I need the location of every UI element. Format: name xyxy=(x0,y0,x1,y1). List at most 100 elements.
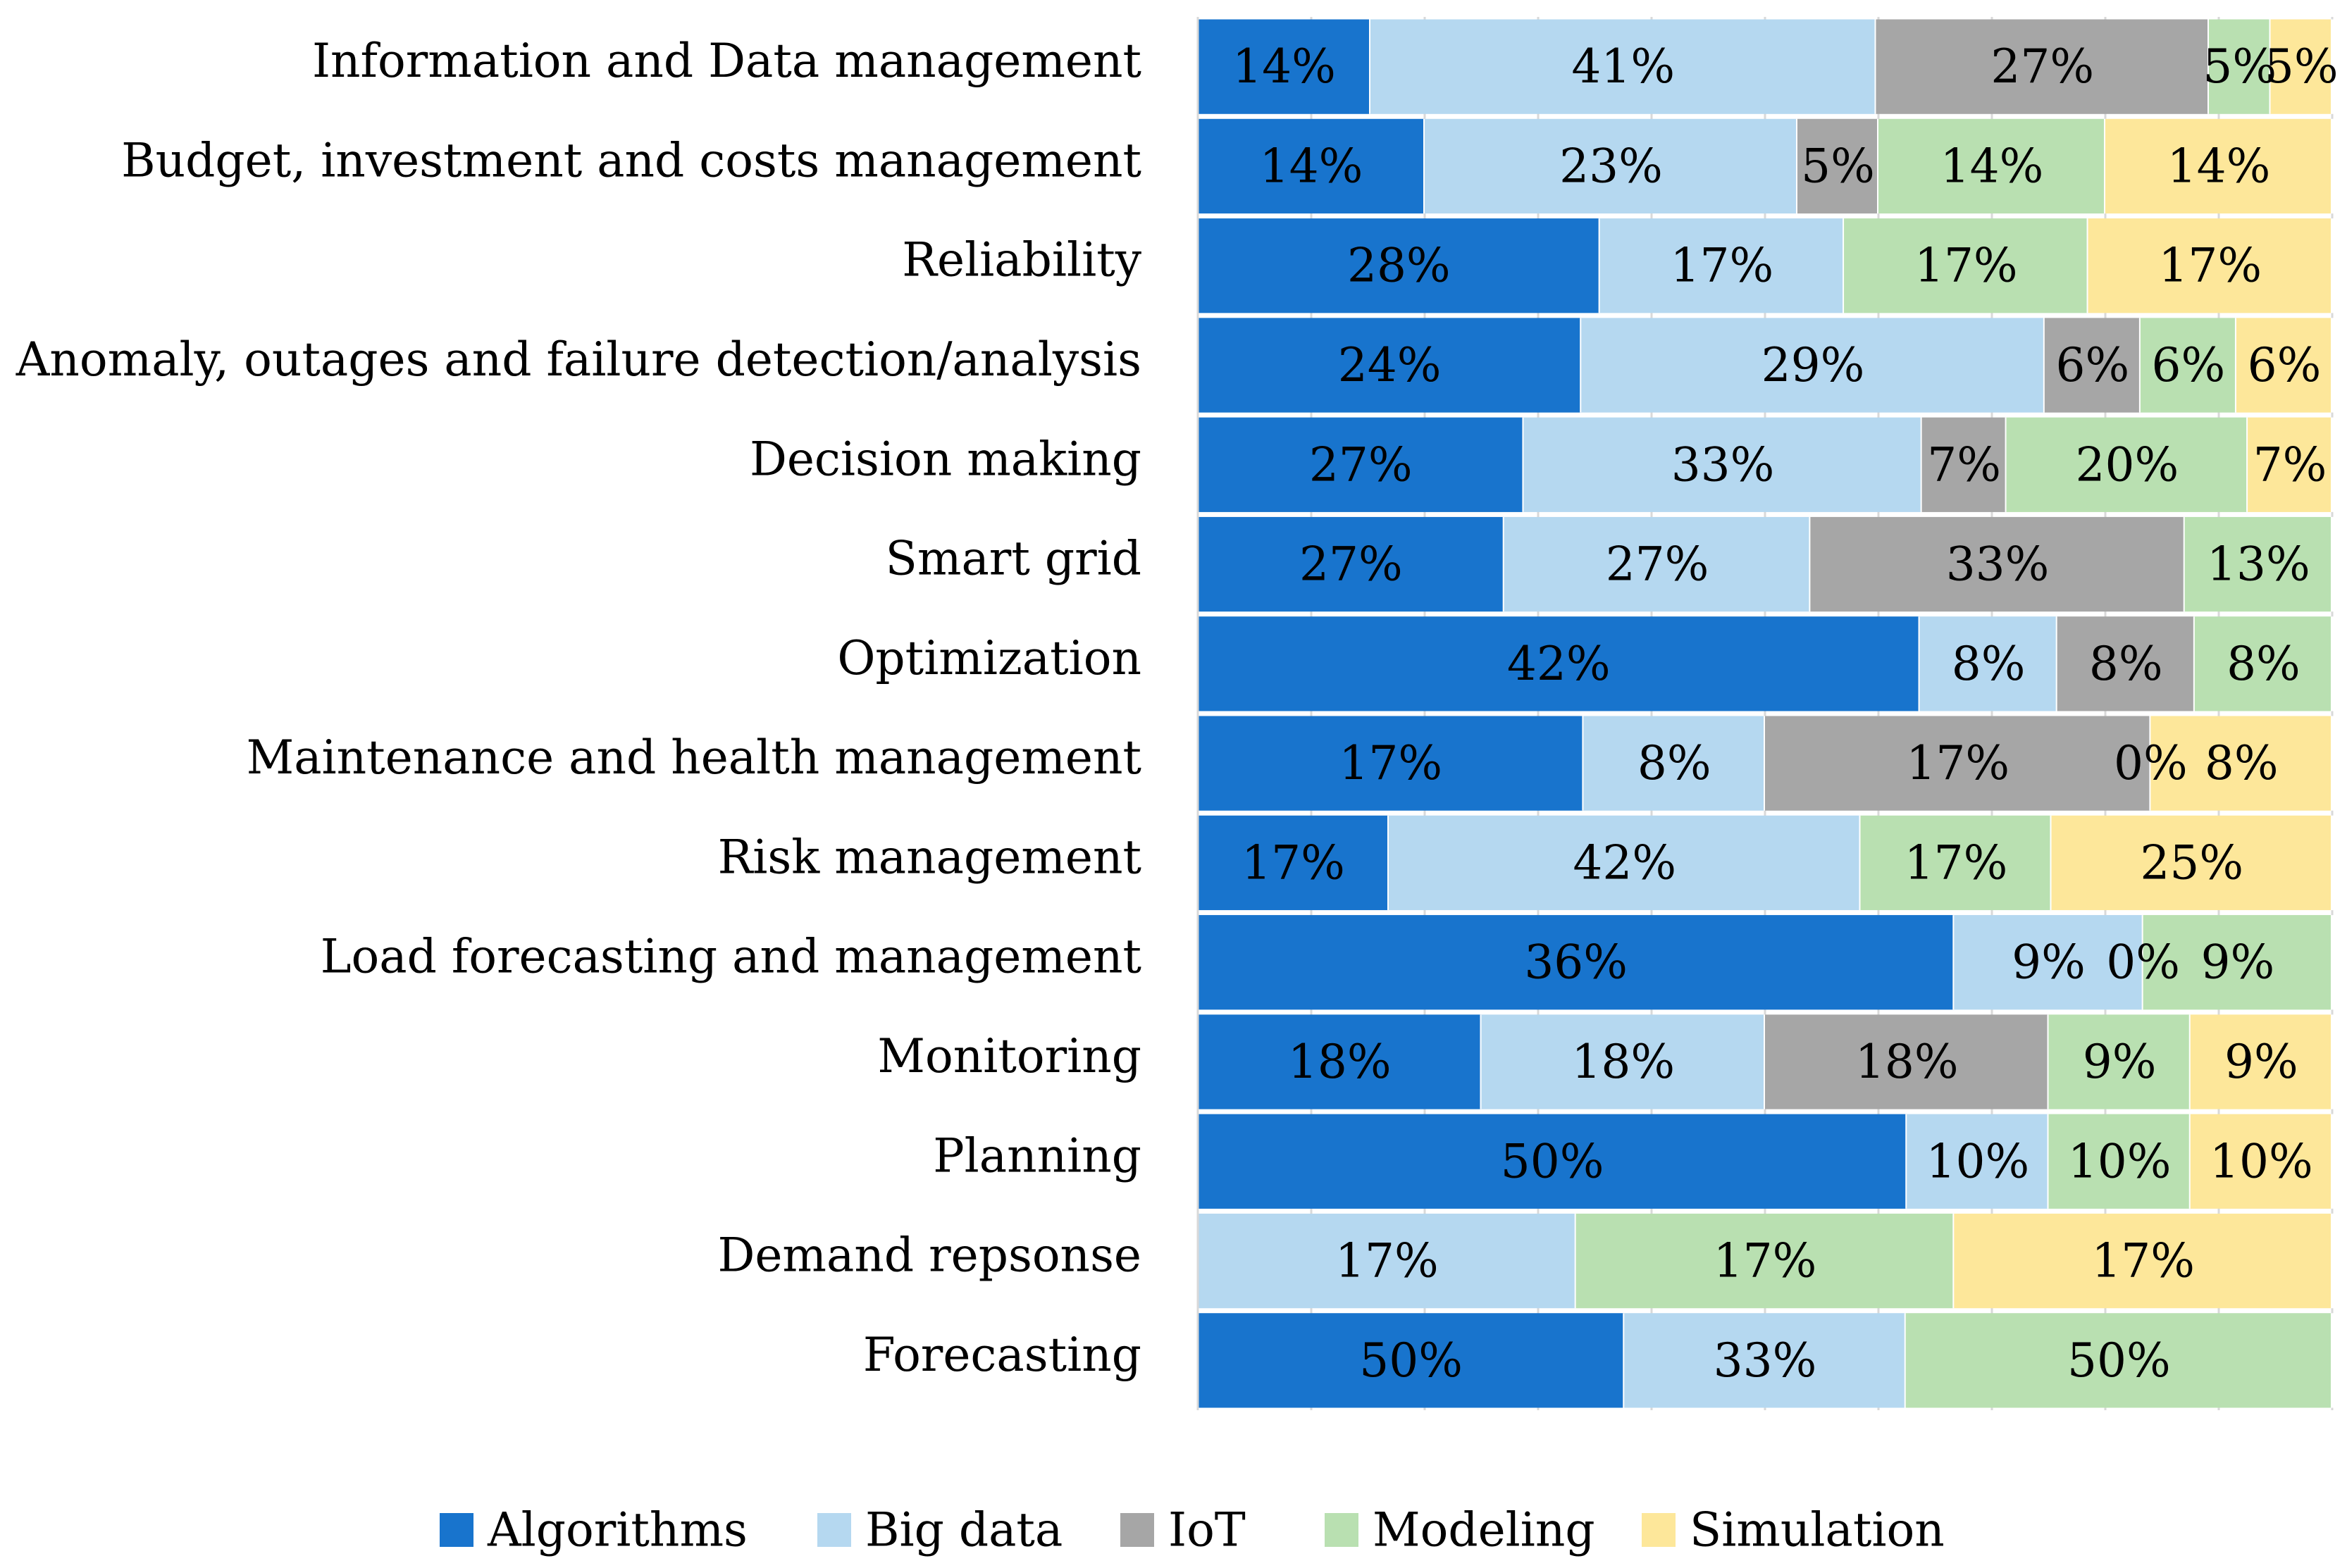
data-label: 9% xyxy=(2200,935,2274,990)
data-label: 5% xyxy=(2265,39,2339,94)
data-label: 17% xyxy=(1671,239,1774,293)
category-label: Forecasting xyxy=(863,1328,1141,1382)
bar-modeling-optimization xyxy=(2194,616,2332,711)
data-label: 33% xyxy=(1714,1333,1817,1388)
bar-simulation-maintenance-and-health-management xyxy=(2150,716,2332,811)
legend-label: Simulation xyxy=(1690,1503,1945,1557)
legend: Algorithms Big data IoT Modeling Simulation xyxy=(440,1503,1945,1557)
data-label: 5% xyxy=(1801,139,1875,193)
data-label: 6% xyxy=(2248,338,2322,392)
data-label: 9% xyxy=(2224,1035,2298,1089)
legend-item-iot: IoT xyxy=(1120,1503,1246,1557)
bar-iot-anomaly-outages-and-failure-detection-analysis xyxy=(2044,318,2141,413)
data-label: 14% xyxy=(1232,39,1336,94)
bar-big-data-maintenance-and-health-management xyxy=(1583,716,1765,811)
bar-algorithms-risk-management xyxy=(1198,815,1389,911)
legend-label: Big data xyxy=(865,1503,1063,1557)
bar-modeling-demand-repsonse xyxy=(1575,1213,1955,1309)
bar-algorithms-information-and-data-management xyxy=(1198,19,1370,114)
bar-algorithms-budget-investment-and-costs-management xyxy=(1198,118,1425,214)
bar-algorithms-maintenance-and-health-management xyxy=(1198,716,1584,811)
data-label: 10% xyxy=(2068,1134,2172,1188)
data-label: 50% xyxy=(1359,1333,1463,1388)
bar-simulation-demand-repsonse xyxy=(1954,1213,2332,1309)
category-label: Smart grid xyxy=(886,532,1141,586)
data-label: 27% xyxy=(1309,437,1413,492)
bar-simulation-decision-making xyxy=(2248,417,2332,512)
data-label: 17% xyxy=(1914,239,2018,293)
bar-big-data-budget-investment-and-costs-management xyxy=(1425,118,1797,214)
data-label: 6% xyxy=(2055,338,2129,392)
data-label: 28% xyxy=(1347,239,1451,293)
category-label: Reliability xyxy=(902,233,1141,287)
data-label: 17% xyxy=(1241,835,1345,890)
legend-swatch xyxy=(1642,1513,1676,1547)
data-label: 8% xyxy=(2205,736,2279,790)
data-label: 7% xyxy=(1927,437,2001,492)
legend-swatch xyxy=(817,1513,851,1547)
data-label: 0% xyxy=(2106,935,2180,990)
legend-swatch xyxy=(440,1513,473,1547)
category-label: Anomaly, outages and failure detection/a… xyxy=(16,332,1141,387)
legend-label: Algorithms xyxy=(487,1503,748,1557)
data-label: 50% xyxy=(1501,1134,1604,1188)
bar-modeling-smart-grid xyxy=(2184,516,2332,612)
data-label: 8% xyxy=(1637,736,1711,790)
bar-algorithms-anomaly-outages-and-failure-detection-analysis xyxy=(1198,318,1582,413)
bar-algorithms-monitoring xyxy=(1198,1014,1482,1109)
data-label: 17% xyxy=(1339,736,1442,790)
bar-iot-decision-making xyxy=(1921,417,2007,512)
bar-big-data-reliability xyxy=(1599,218,1845,313)
data-label: 8% xyxy=(1952,637,2026,691)
data-label: 9% xyxy=(2012,935,2086,990)
data-labels: 14% 41% 27% 5%5%14% 23% 5% 14% 14%28% 17% 17% 17%2… xyxy=(1232,39,2338,1388)
category-label: Load forecasting and management xyxy=(321,930,1141,984)
bar-algorithms-reliability xyxy=(1198,218,1600,313)
data-label: 14% xyxy=(1940,139,2044,193)
data-label: 8% xyxy=(2227,637,2300,691)
bar-simulation-anomaly-outages-and-failure-detection-analysis xyxy=(2236,318,2332,413)
data-label: 8% xyxy=(2089,637,2163,691)
bar-big-data-information-and-data-management xyxy=(1370,19,1876,114)
data-label: 25% xyxy=(2140,835,2243,890)
category-label: Information and Data management xyxy=(312,34,1141,88)
bar-iot-smart-grid xyxy=(1810,516,2185,612)
data-label: 17% xyxy=(1906,736,2009,790)
data-label: 17% xyxy=(2091,1234,2195,1288)
data-label: 18% xyxy=(1571,1035,1675,1089)
data-label: 33% xyxy=(1671,437,1775,492)
bars xyxy=(1196,17,2334,1410)
bar-big-data-planning xyxy=(1907,1114,2049,1209)
legend-item-simulation: Simulation xyxy=(1642,1503,1945,1557)
bar-big-data-decision-making xyxy=(1523,417,1922,512)
bar-simulation-reliability xyxy=(2088,218,2332,313)
data-label: 36% xyxy=(1524,935,1628,990)
category-label: Planning xyxy=(933,1128,1141,1183)
bar-modeling-load-forecasting-and-management xyxy=(2143,915,2332,1010)
bar-algorithms-planning xyxy=(1198,1114,1907,1209)
bar-big-data-monitoring xyxy=(1481,1014,1765,1109)
data-label: 6% xyxy=(2152,338,2226,392)
data-label: 17% xyxy=(1905,835,2008,890)
data-label: 7% xyxy=(2253,437,2327,492)
category-label: Decision making xyxy=(750,432,1141,486)
data-label: 24% xyxy=(1338,338,1442,392)
data-label: 23% xyxy=(1559,139,1663,193)
bar-modeling-risk-management xyxy=(1860,815,2052,911)
bar-big-data-smart-grid xyxy=(1504,516,1811,612)
category-label: Risk management xyxy=(718,830,1141,884)
data-label: 5% xyxy=(2203,39,2277,94)
bar-big-data-forecasting xyxy=(1624,1313,1906,1408)
data-label: 18% xyxy=(1288,1035,1392,1089)
legend-label: IoT xyxy=(1168,1503,1246,1557)
bar-iot-maintenance-and-health-management xyxy=(1765,716,2151,811)
bar-modeling-decision-making xyxy=(2006,417,2248,512)
bar-algorithms-smart-grid xyxy=(1198,516,1504,612)
bar-simulation-information-and-data-management xyxy=(2270,19,2332,114)
bar-modeling-information-and-data-management xyxy=(2209,19,2271,114)
category-label: Maintenance and health management xyxy=(247,730,1141,785)
bar-simulation-monitoring xyxy=(2190,1014,2332,1109)
data-label: 17% xyxy=(1714,1234,1817,1288)
data-label: 29% xyxy=(1761,338,1865,392)
